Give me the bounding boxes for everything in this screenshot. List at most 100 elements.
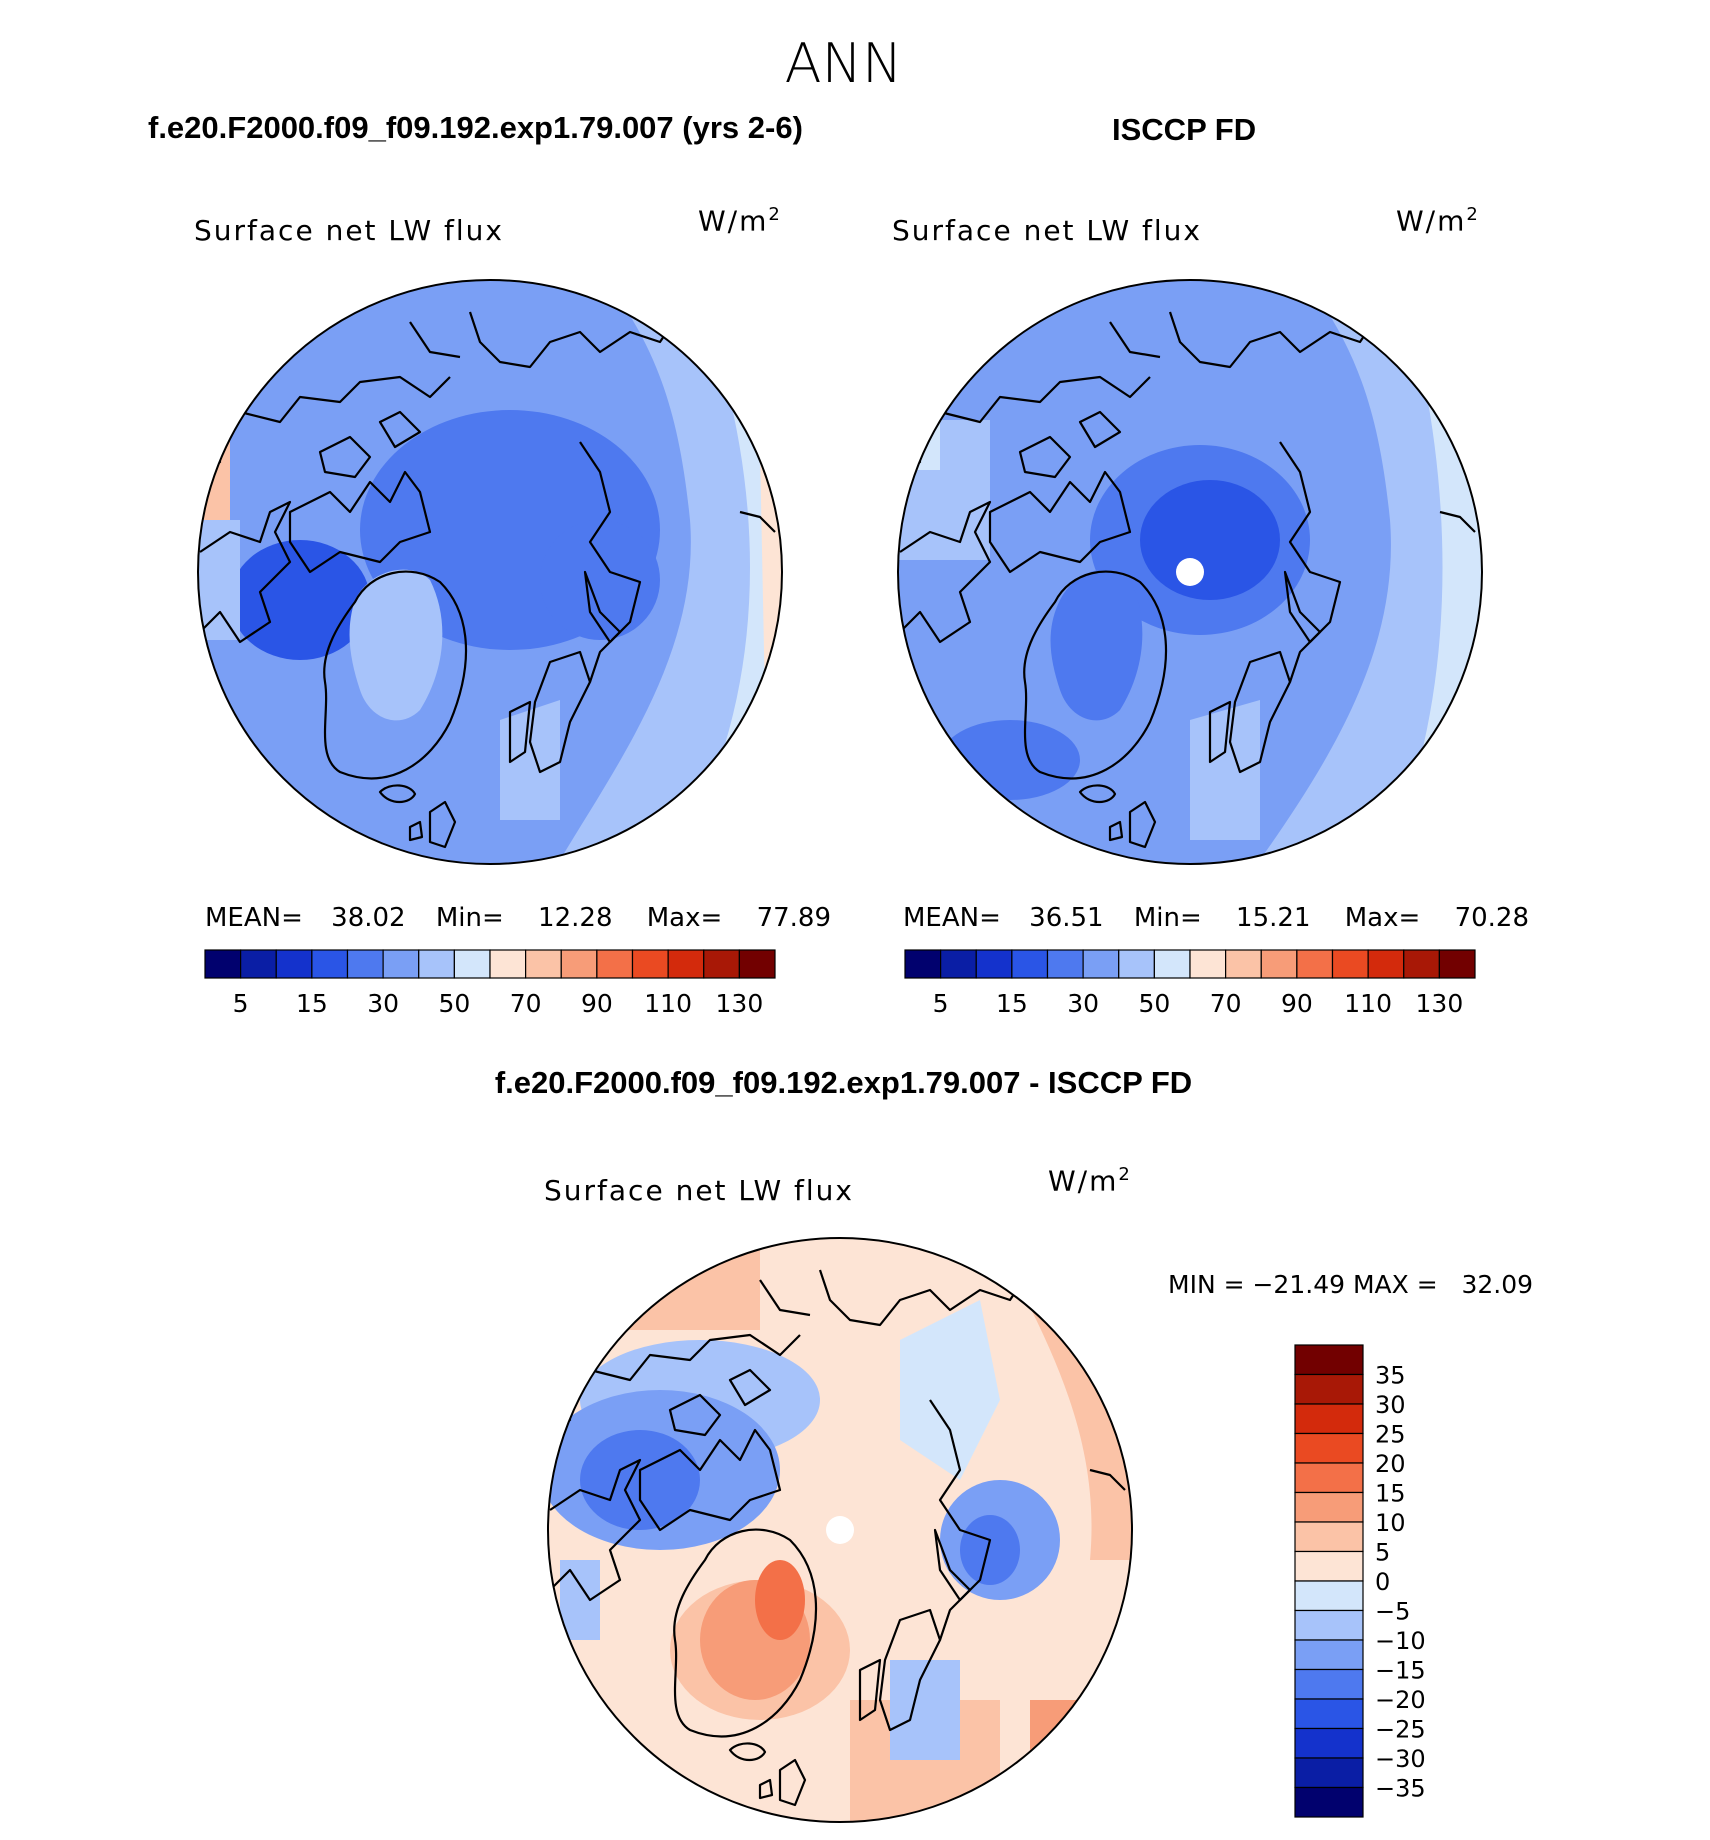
panel2-mean-value: 36.51 <box>1029 903 1104 933</box>
colorbar-swatch <box>1294 1639 1364 1671</box>
diff-units-exp: 2 <box>1118 1164 1132 1185</box>
panel1-units-exp: 2 <box>768 204 782 225</box>
diff-map <box>547 1237 1133 1823</box>
panel2-min-label: Min= <box>1133 903 1202 933</box>
colorbar-swatch <box>453 949 491 979</box>
colorbar-swatch <box>1225 949 1262 979</box>
colorbar-swatch <box>940 949 977 979</box>
colorbar-swatch <box>1082 949 1120 979</box>
colorbar-tick-label: 5 <box>933 989 949 1018</box>
colorbar-swatch <box>1260 949 1298 979</box>
panel2-units-base: W/m <box>1396 204 1467 238</box>
colorbar-swatch <box>1294 1432 1364 1464</box>
colorbar-swatch <box>1403 949 1440 979</box>
colorbar-tick-label: 70 <box>510 989 542 1018</box>
panel2-stats: MEAN= 36.51 Min= 15.21 Max= 70.28 <box>903 903 1529 933</box>
colorbar-swatch <box>904 949 942 979</box>
colorbar-tick-label: 70 <box>1210 989 1242 1018</box>
colorbar-tick-label: 110 <box>1344 989 1392 1018</box>
panel1-units-base: W/m <box>698 204 769 238</box>
panel1-min-label: Min= <box>435 903 504 933</box>
panel2-units-exp: 2 <box>1466 204 1480 225</box>
panel2-mean-label: MEAN= <box>903 903 1001 933</box>
colorbar-swatch <box>1294 1462 1364 1494</box>
colorbar-swatch <box>1153 949 1191 979</box>
panel2-units: W/m2 <box>1396 204 1480 237</box>
colorbar-swatch <box>275 949 313 979</box>
colorbar-swatch <box>1294 1344 1364 1376</box>
colorbar-tick-label: 15 <box>1375 1480 1406 1508</box>
colorbar-swatch <box>311 949 349 979</box>
diff-units: W/m2 <box>1048 1164 1132 1197</box>
colorbar-swatch <box>596 949 634 979</box>
colorbar-swatch <box>489 949 527 979</box>
diff-units-base: W/m <box>1048 1164 1119 1198</box>
colorbar-tick-label: 30 <box>367 989 399 1018</box>
colorbar-tick-label: 35 <box>1375 1362 1406 1390</box>
colorbar-tick-label: 90 <box>1281 989 1313 1018</box>
diff-variable-label: Surface net LW flux <box>544 1174 854 1207</box>
colorbar-swatch <box>1046 949 1084 979</box>
colorbar-tick-label: 90 <box>581 989 613 1018</box>
colorbar-tick-label: −35 <box>1375 1775 1426 1803</box>
colorbar-swatch <box>703 949 740 979</box>
panel2-min-value: 15.21 <box>1236 903 1311 933</box>
colorbar-swatch <box>346 949 384 979</box>
panel2-map <box>897 279 1483 865</box>
colorbar-swatch <box>1294 1580 1364 1612</box>
colorbar-tick-label: −5 <box>1375 1598 1410 1626</box>
colorbar-tick-label: 30 <box>1067 989 1099 1018</box>
colorbar-tick-label: 5 <box>1375 1539 1390 1567</box>
colorbar-swatch <box>1296 949 1334 979</box>
colorbar-tick-label: 110 <box>644 989 692 1018</box>
panel1-variable-label: Surface net LW flux <box>194 214 504 247</box>
panel1-mean-value: 38.02 <box>331 903 406 933</box>
panel1-max-value: 77.89 <box>756 903 831 933</box>
colorbar-swatch <box>1331 949 1369 979</box>
panel1-map <box>197 279 783 865</box>
colorbar-swatch <box>738 949 776 979</box>
colorbar-swatch <box>1189 949 1227 979</box>
panel1-mean-label: MEAN= <box>205 903 303 933</box>
colorbar-tick-label: −30 <box>1375 1745 1426 1773</box>
panel2-colorbar: 5 15 30 50 70 90 110 130 <box>904 949 1476 1018</box>
colorbar-swatch <box>1118 949 1155 979</box>
colorbar-swatch <box>1294 1609 1364 1641</box>
colorbar-swatch <box>1294 1521 1364 1553</box>
colorbar-swatch <box>418 949 455 979</box>
colorbar-swatch <box>525 949 562 979</box>
colorbar-swatch <box>240 949 277 979</box>
colorbar-tick-label: 25 <box>1375 1421 1406 1449</box>
panel2-max-label: Max= <box>1344 903 1421 933</box>
colorbar-swatch <box>1367 949 1405 979</box>
colorbar-swatch <box>1438 949 1476 979</box>
panel1-stats: MEAN= 38.02 Min= 12.28 Max= 77.89 <box>205 903 831 933</box>
season-title: ANN <box>784 32 903 95</box>
diff-minmax: MIN = −21.49 MAX = 32.09 <box>1168 1270 1534 1299</box>
colorbar-swatch <box>1294 1373 1364 1405</box>
colorbar-tick-label: 20 <box>1375 1450 1406 1478</box>
colorbar-swatch <box>667 949 705 979</box>
colorbar-swatch <box>1294 1491 1364 1523</box>
colorbar-swatch <box>1294 1668 1364 1700</box>
colorbar-tick-label: −25 <box>1375 1716 1426 1744</box>
colorbar-swatch <box>1294 1786 1364 1818</box>
colorbar-swatch <box>631 949 669 979</box>
colorbar-tick-label: 130 <box>716 989 764 1018</box>
colorbar-tick-label: 130 <box>1416 989 1464 1018</box>
colorbar-tick-label: 30 <box>1375 1391 1406 1419</box>
colorbar-swatch <box>1011 949 1049 979</box>
panel1-min-value: 12.28 <box>538 903 613 933</box>
colorbar-tick-label: −10 <box>1375 1627 1426 1655</box>
colorbar-tick-label: 50 <box>1138 989 1170 1018</box>
colorbar-tick-label: −15 <box>1375 1657 1426 1685</box>
colorbar-swatch <box>1294 1727 1364 1759</box>
colorbar-tick-label: 15 <box>296 989 328 1018</box>
colorbar-swatch <box>975 949 1013 979</box>
panel1-colorbar: 5 15 30 50 70 90 110 130 <box>204 949 776 1018</box>
colorbar-swatch <box>1294 1550 1364 1582</box>
panel1-case-title: f.e20.F2000.f09_f09.192.exp1.79.007 (yrs… <box>148 110 803 145</box>
colorbar-tick-label: 15 <box>996 989 1028 1018</box>
panel2-max-value: 70.28 <box>1454 903 1529 933</box>
